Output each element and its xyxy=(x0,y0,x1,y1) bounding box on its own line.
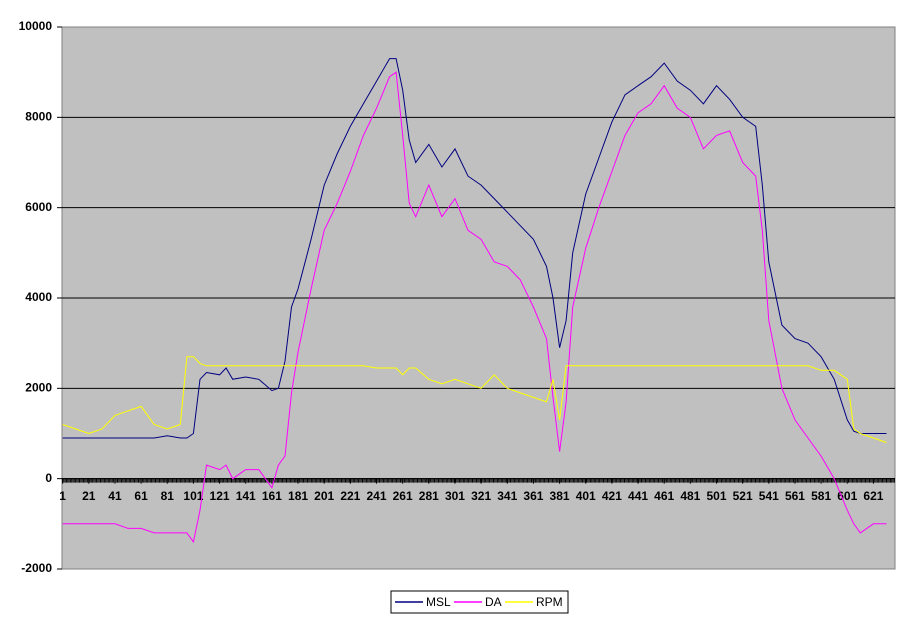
x-tick-label: 361 xyxy=(523,489,543,503)
x-tick-label: 41 xyxy=(108,489,122,503)
x-tick-label: 321 xyxy=(471,489,491,503)
y-tick-label: -2000 xyxy=(21,561,52,575)
x-tick-label: 441 xyxy=(628,489,648,503)
legend-label: DA xyxy=(485,595,502,609)
x-tick-label: 541 xyxy=(759,489,779,503)
x-tick-label: 141 xyxy=(236,489,256,503)
x-tick-label: 581 xyxy=(811,489,831,503)
x-tick-label: 261 xyxy=(393,489,413,503)
series-line xyxy=(62,356,887,443)
y-tick-label: 6000 xyxy=(25,200,52,214)
x-tick-label: 21 xyxy=(82,489,96,503)
x-tick-label: 521 xyxy=(733,489,753,503)
x-tick-label: 461 xyxy=(654,489,674,503)
x-tick-label: 221 xyxy=(340,489,360,503)
x-tick-label: 301 xyxy=(445,489,465,503)
x-tick-label: 281 xyxy=(419,489,439,503)
x-tick-label: 621 xyxy=(863,489,883,503)
y-tick-label: 8000 xyxy=(25,110,52,124)
x-tick-label: 341 xyxy=(497,489,517,503)
series-line xyxy=(62,71,887,544)
x-tick-label: 241 xyxy=(366,489,386,503)
x-tick-label: 601 xyxy=(837,489,857,503)
y-tick-label: 0 xyxy=(45,471,52,485)
x-tick-label: 201 xyxy=(314,489,334,503)
x-tick-label: 561 xyxy=(785,489,805,503)
x-tick-label: 121 xyxy=(210,489,230,503)
x-tick-label: 501 xyxy=(706,489,726,503)
legend-label: RPM xyxy=(536,595,563,609)
legend: MSL DA RPM xyxy=(390,590,569,614)
x-tick-label: 161 xyxy=(262,489,282,503)
x-tick-label: 61 xyxy=(134,489,148,503)
y-tick-label: 2000 xyxy=(25,381,52,395)
series-line xyxy=(62,58,887,439)
y-tick-label: 10000 xyxy=(19,19,53,33)
x-tick-label: 181 xyxy=(288,489,308,503)
x-tick-label: 101 xyxy=(183,489,203,503)
y-tick-label: 4000 xyxy=(25,290,52,304)
x-tick-label: 401 xyxy=(576,489,596,503)
x-tick-label: 421 xyxy=(602,489,622,503)
x-tick-label: 481 xyxy=(680,489,700,503)
legend-label: MSL xyxy=(426,595,451,609)
x-tick-label: 81 xyxy=(161,489,175,503)
x-tick-label: 1 xyxy=(59,489,66,503)
x-tick-label: 381 xyxy=(550,489,570,503)
